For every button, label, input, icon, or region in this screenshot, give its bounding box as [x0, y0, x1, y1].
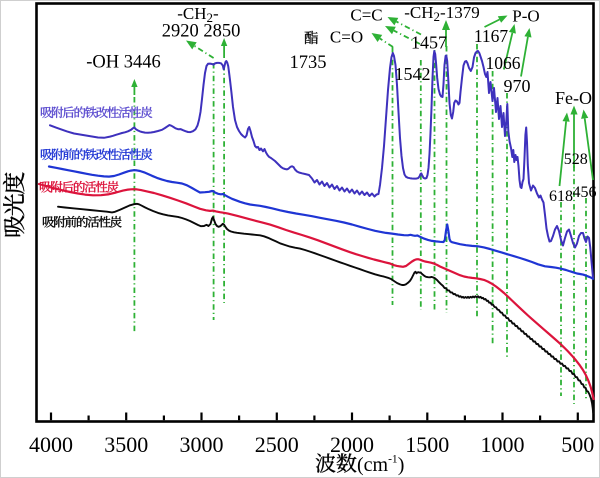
- svg-text:2500: 2500: [255, 432, 299, 457]
- svg-text:1000: 1000: [481, 432, 525, 457]
- svg-text:1066: 1066: [486, 53, 521, 73]
- svg-text:3500: 3500: [104, 432, 148, 457]
- svg-text:1167: 1167: [474, 26, 509, 46]
- svg-text:Fe-O: Fe-O: [555, 88, 592, 108]
- svg-text:528: 528: [564, 151, 588, 168]
- svg-text:-CH2-: -CH2-: [177, 4, 219, 25]
- svg-text:970: 970: [504, 76, 531, 96]
- svg-text:456: 456: [573, 184, 597, 201]
- svg-text:3000: 3000: [180, 432, 224, 457]
- svg-text:-CH2-1379: -CH2-1379: [404, 3, 479, 24]
- svg-text:1500: 1500: [405, 432, 449, 457]
- svg-text:C=C: C=C: [350, 6, 382, 25]
- svg-text:P-O: P-O: [512, 7, 539, 26]
- svg-text:-OH 3446: -OH 3446: [86, 52, 161, 72]
- svg-text:1457: 1457: [411, 33, 447, 53]
- svg-text:2000: 2000: [330, 432, 374, 457]
- svg-text:1735: 1735: [290, 53, 327, 73]
- svg-text:2920 2850: 2920 2850: [162, 22, 241, 42]
- svg-text:4000: 4000: [29, 432, 73, 457]
- svg-text:(cm-1): (cm-1): [357, 454, 404, 477]
- svg-text:C=O: C=O: [330, 28, 363, 47]
- svg-text:618: 618: [549, 188, 573, 205]
- svg-text:1542: 1542: [395, 64, 431, 84]
- svg-text:500: 500: [561, 432, 594, 457]
